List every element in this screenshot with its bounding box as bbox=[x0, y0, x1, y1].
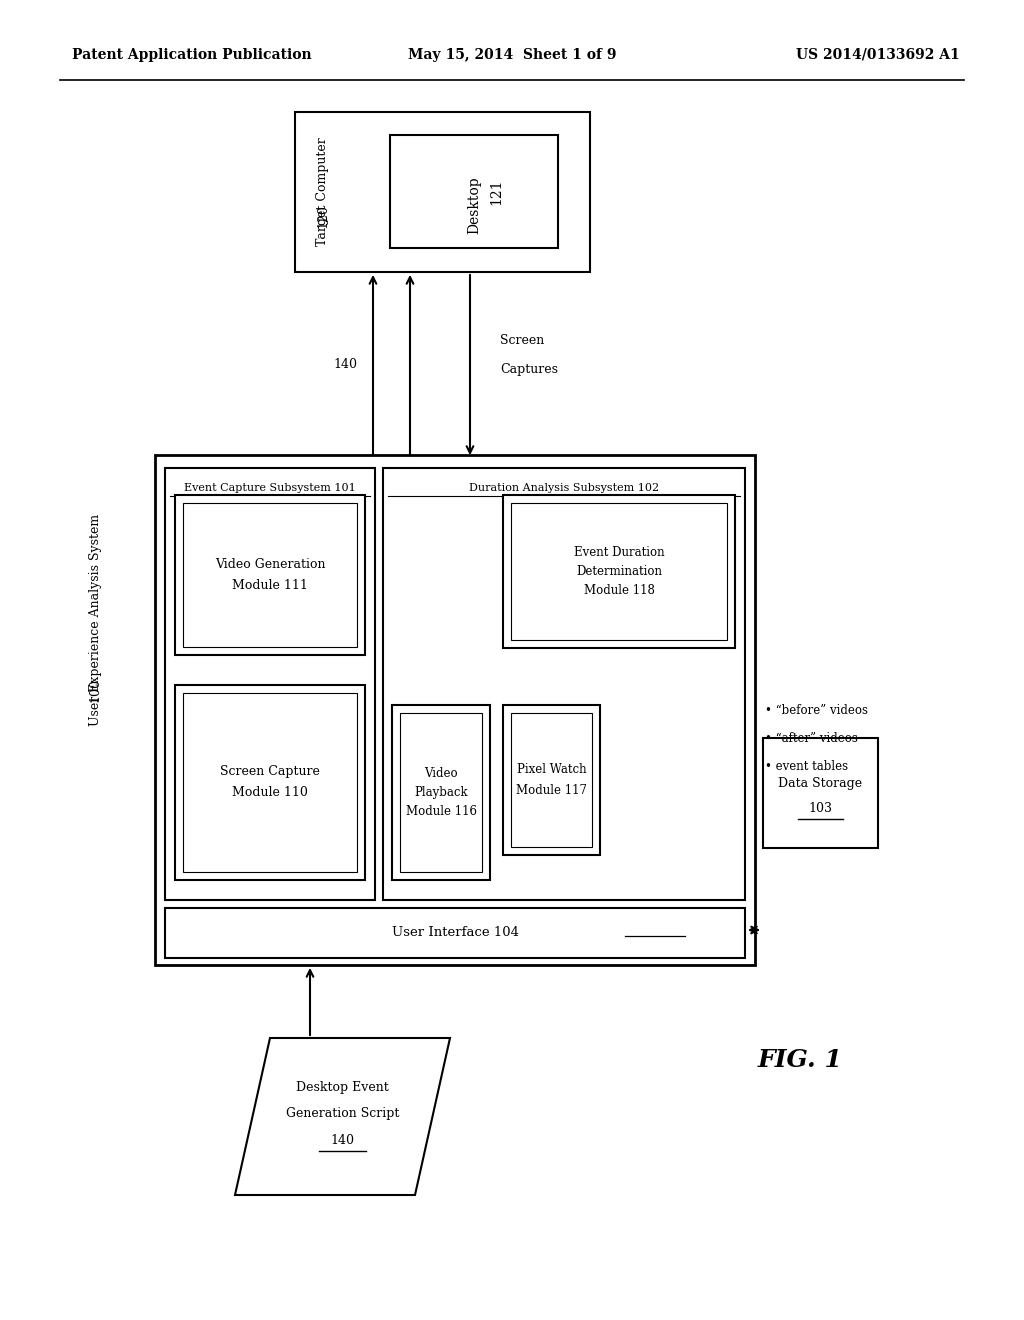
Text: Captures: Captures bbox=[500, 363, 558, 376]
Text: Event Duration
Determination
Module 118: Event Duration Determination Module 118 bbox=[573, 546, 665, 597]
Bar bbox=[503, 495, 735, 648]
Text: User Experience Analysis System: User Experience Analysis System bbox=[88, 513, 101, 726]
Text: 100: 100 bbox=[88, 678, 101, 702]
Text: May 15, 2014  Sheet 1 of 9: May 15, 2014 Sheet 1 of 9 bbox=[408, 48, 616, 62]
Text: Generation Script: Generation Script bbox=[286, 1107, 399, 1121]
Bar bbox=[175, 685, 365, 880]
Bar bbox=[763, 738, 878, 847]
Bar bbox=[392, 705, 490, 880]
Text: Data Storage: Data Storage bbox=[778, 777, 862, 791]
Bar bbox=[165, 469, 375, 900]
Bar bbox=[155, 455, 755, 965]
Text: • “before” videos: • “before” videos bbox=[765, 704, 868, 717]
Text: 121: 121 bbox=[489, 178, 504, 205]
Bar bbox=[295, 112, 590, 272]
Text: • event tables: • event tables bbox=[765, 759, 848, 772]
Bar bbox=[165, 908, 745, 958]
Bar bbox=[175, 495, 365, 655]
Text: 120: 120 bbox=[316, 203, 329, 227]
Text: User Interface 104: User Interface 104 bbox=[391, 927, 518, 940]
Text: Video Generation
Module 111: Video Generation Module 111 bbox=[215, 558, 326, 591]
Text: • “after” videos: • “after” videos bbox=[765, 731, 858, 744]
Text: Screen Capture
Module 110: Screen Capture Module 110 bbox=[220, 766, 319, 800]
Text: Video
Playback
Module 116: Video Playback Module 116 bbox=[406, 767, 476, 818]
Text: 140: 140 bbox=[333, 359, 357, 371]
Text: Event Capture Subsystem 101: Event Capture Subsystem 101 bbox=[184, 483, 356, 492]
Text: Desktop: Desktop bbox=[467, 176, 481, 234]
Text: Screen: Screen bbox=[500, 334, 544, 346]
Text: Patent Application Publication: Patent Application Publication bbox=[72, 48, 311, 62]
Text: FIG. 1: FIG. 1 bbox=[758, 1048, 843, 1072]
Text: US 2014/0133692 A1: US 2014/0133692 A1 bbox=[797, 48, 961, 62]
Bar bbox=[183, 693, 357, 873]
Text: Desktop Event: Desktop Event bbox=[296, 1081, 389, 1094]
Bar bbox=[511, 713, 592, 847]
Polygon shape bbox=[234, 1038, 450, 1195]
Text: 103: 103 bbox=[809, 803, 833, 816]
Text: Target Computer: Target Computer bbox=[316, 137, 329, 247]
Bar bbox=[183, 503, 357, 647]
Bar bbox=[400, 713, 482, 873]
Bar bbox=[383, 469, 745, 900]
Bar bbox=[511, 503, 727, 640]
Text: Pixel Watch
Module 117: Pixel Watch Module 117 bbox=[516, 763, 587, 797]
Bar bbox=[503, 705, 600, 855]
Text: Duration Analysis Subsystem 102: Duration Analysis Subsystem 102 bbox=[469, 483, 659, 492]
Bar bbox=[390, 135, 558, 248]
Text: 140: 140 bbox=[331, 1134, 354, 1147]
